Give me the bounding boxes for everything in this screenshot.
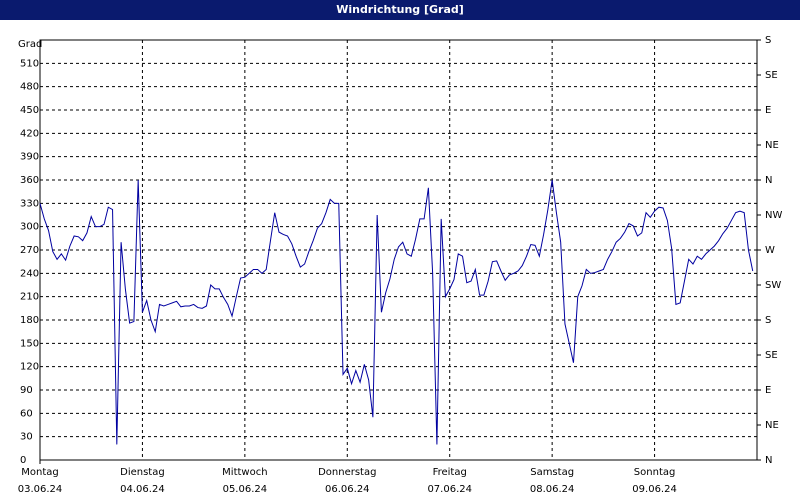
x-tick-label: Donnerstag bbox=[318, 467, 376, 478]
y2-tick-label: NE bbox=[765, 420, 779, 431]
y-tick-label: 270 bbox=[20, 245, 39, 256]
y2-tick-label: E bbox=[765, 385, 771, 396]
y-tick-label: 150 bbox=[20, 338, 39, 349]
y-tick-label: 30 bbox=[20, 432, 33, 443]
y-tick-label: 90 bbox=[20, 385, 33, 396]
x-tick-date: 09.06.24 bbox=[632, 484, 677, 495]
y2-tick-label: N bbox=[765, 175, 772, 186]
x-tick-date: 08.06.24 bbox=[530, 484, 575, 495]
x-tick-date: 07.06.24 bbox=[427, 484, 472, 495]
y-tick-label: 300 bbox=[20, 222, 39, 233]
y-tick-label: 390 bbox=[20, 152, 39, 163]
y2-tick-label: SE bbox=[765, 350, 778, 361]
y2-tick-label: NW bbox=[765, 210, 782, 221]
x-tick-label: Mittwoch bbox=[222, 467, 267, 478]
y-tick-label: 360 bbox=[20, 175, 39, 186]
x-tick-date: 03.06.24 bbox=[18, 484, 63, 495]
y-tick-label: 330 bbox=[20, 198, 39, 209]
y2-tick-label: NE bbox=[765, 140, 779, 151]
y-tick-label: 510 bbox=[20, 58, 39, 69]
y-tick-label: 480 bbox=[20, 82, 39, 93]
y-tick-label: 420 bbox=[20, 128, 39, 139]
y2-tick-label: W bbox=[765, 245, 775, 256]
y2-tick-label: S bbox=[765, 35, 771, 46]
y-tick-label: 210 bbox=[20, 292, 39, 303]
x-tick-label: Samstag bbox=[530, 467, 574, 478]
x-tick-date: 05.06.24 bbox=[223, 484, 268, 495]
x-tick-label: Montag bbox=[21, 467, 58, 478]
plot-frame bbox=[39, 39, 758, 461]
y-tick-label: 60 bbox=[20, 408, 33, 419]
data-line bbox=[39, 179, 754, 445]
x-tick-label: Sonntag bbox=[634, 467, 676, 478]
y-axis-label: Grad bbox=[18, 39, 42, 50]
y2-tick-label: N bbox=[765, 455, 772, 466]
y2-tick-label: S bbox=[765, 315, 771, 326]
y2-tick-label: E bbox=[765, 105, 771, 116]
y-tick-label: 180 bbox=[20, 315, 39, 326]
title-bar: Windrichtung [Grad] bbox=[0, 0, 800, 20]
x-tick-date: 04.06.24 bbox=[120, 484, 165, 495]
x-tick-date: 06.06.24 bbox=[325, 484, 370, 495]
x-tick-label: Dienstag bbox=[120, 467, 165, 478]
y2-tick-label: SW bbox=[765, 280, 781, 291]
y2-tick-label: SE bbox=[765, 70, 778, 81]
y-tick-label: 120 bbox=[20, 362, 39, 373]
x-tick-label: Freitag bbox=[433, 467, 467, 478]
y-tick-label: 240 bbox=[20, 268, 39, 279]
y-tick-label: 450 bbox=[20, 105, 39, 116]
y-tick-label: 0 bbox=[20, 455, 26, 466]
